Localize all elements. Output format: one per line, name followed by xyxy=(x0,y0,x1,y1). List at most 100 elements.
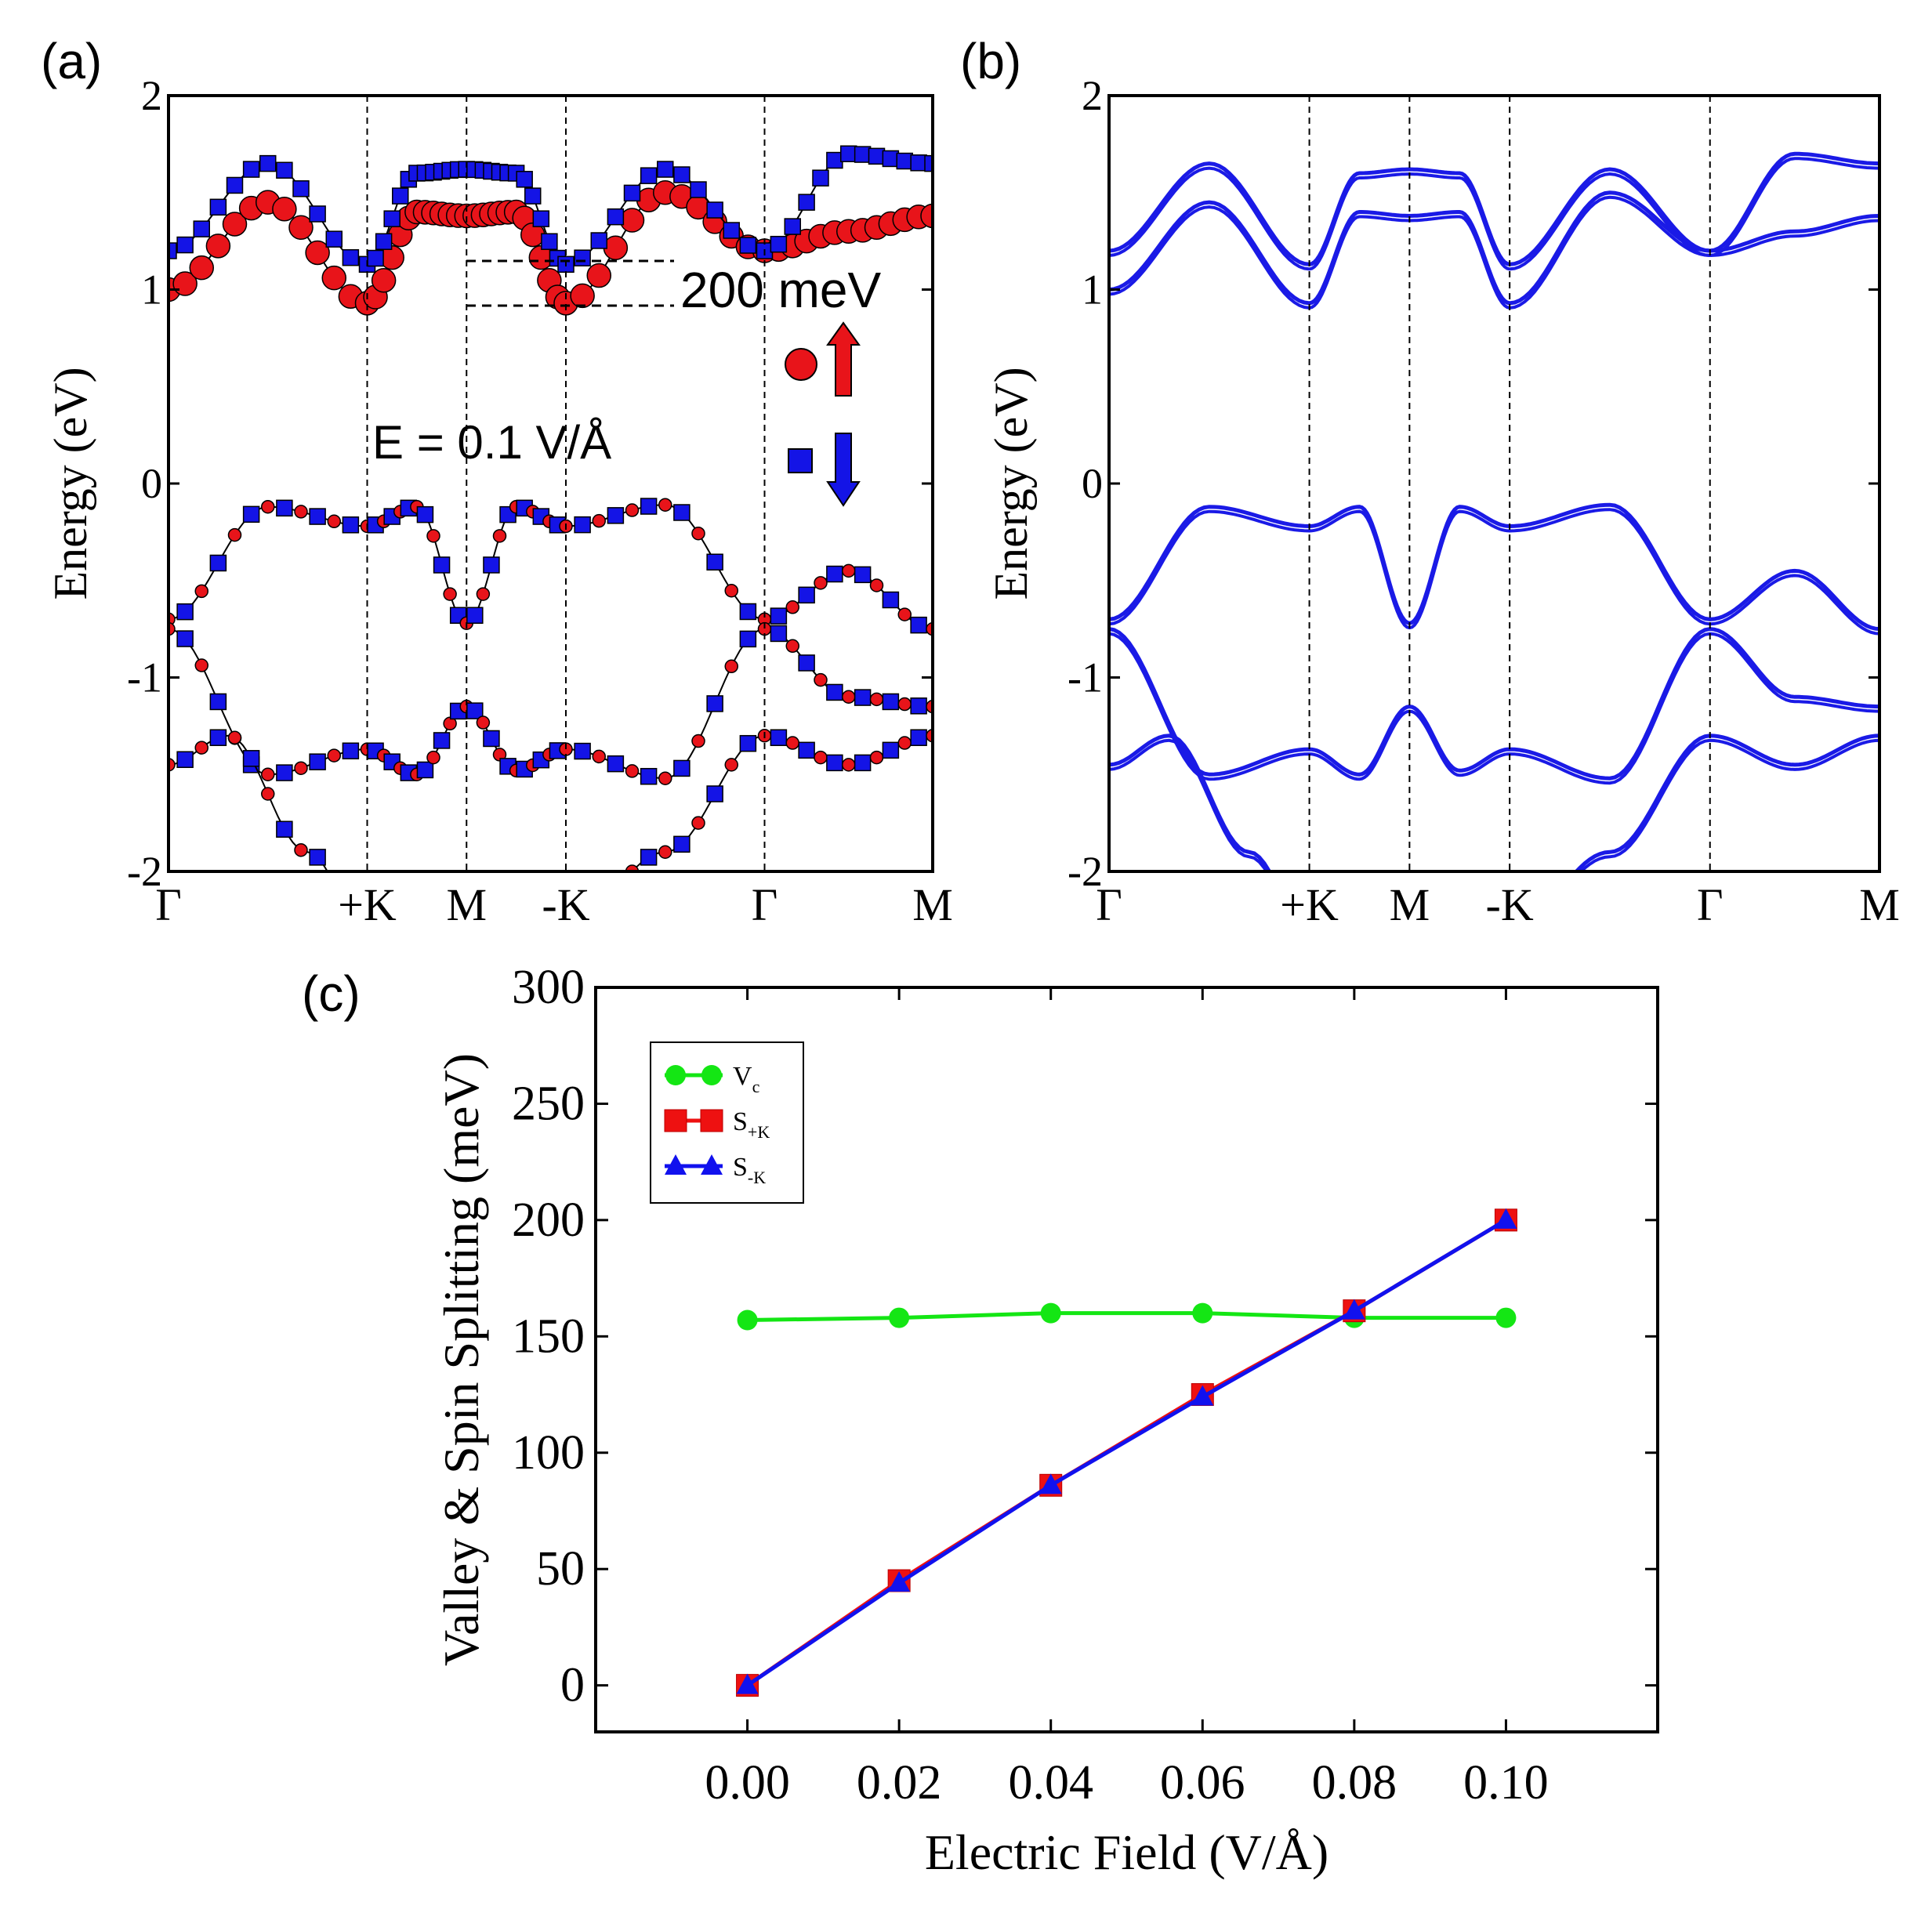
data-point-circle xyxy=(1192,1302,1213,1324)
y-tick-label: 0 xyxy=(141,460,162,507)
spin-up-marker xyxy=(261,767,275,781)
spin-down-marker xyxy=(242,505,260,523)
y-tick-label: 50 xyxy=(536,1542,585,1596)
spin-up-marker xyxy=(842,563,856,578)
spin-up-marker xyxy=(205,234,231,259)
spin-down-marker xyxy=(706,785,723,802)
spin-down-marker xyxy=(342,516,360,534)
spin-up-marker xyxy=(294,842,308,857)
y-tick-label: -1 xyxy=(127,654,162,701)
spin-down-marker xyxy=(706,201,723,219)
spin-up-marker xyxy=(411,923,423,936)
data-point-circle xyxy=(737,1309,758,1331)
spin-down-marker xyxy=(466,607,484,625)
spin-down-marker xyxy=(276,499,293,517)
spin-up-marker xyxy=(261,787,275,801)
spin-down-marker xyxy=(209,554,227,572)
spin-down-marker xyxy=(868,147,886,165)
spin-down-marker xyxy=(640,498,658,515)
spin-down-marker xyxy=(882,150,900,168)
spin-up-marker xyxy=(593,904,605,917)
y-tick-label: 1 xyxy=(141,266,162,313)
data-point-circle xyxy=(1040,1302,1061,1324)
spin-down-marker xyxy=(416,505,434,523)
spin-down-marker xyxy=(325,230,343,248)
spin-down-marker xyxy=(176,630,194,647)
panel-label-a: (a) xyxy=(41,33,102,89)
band-line xyxy=(1109,738,1879,871)
data-point-triangle xyxy=(665,1154,687,1175)
spin-down-marker xyxy=(590,232,607,249)
spin-down-marker xyxy=(309,205,326,223)
spin-down-marker xyxy=(690,181,707,198)
spin-down-marker xyxy=(770,235,788,253)
data-point-triangle xyxy=(736,1673,759,1694)
spin-down-marker xyxy=(826,151,843,169)
spin-up-marker xyxy=(321,265,346,291)
y-tick-label: 0 xyxy=(1082,460,1103,507)
spin-up-marker xyxy=(586,263,611,288)
legend-spin-down-marker xyxy=(788,448,813,473)
spin-down-marker xyxy=(574,516,591,534)
spin-down-marker xyxy=(309,508,326,525)
y-tick-label: 1 xyxy=(1082,266,1103,313)
spin-down-marker xyxy=(176,236,194,254)
spin-down-marker xyxy=(169,242,177,259)
spin-up-marker xyxy=(869,750,884,765)
spin-down-marker xyxy=(309,753,326,770)
spin-up-marker xyxy=(427,923,440,936)
spin-up-marker xyxy=(869,578,884,592)
spin-down-marker xyxy=(770,625,788,643)
spin-down-marker xyxy=(882,741,900,759)
spin-down-marker xyxy=(483,730,500,748)
spin-down-marker xyxy=(812,169,829,187)
spin-up-marker xyxy=(785,639,799,654)
spin-up-marker xyxy=(510,923,523,936)
spin-down-marker xyxy=(910,154,927,172)
spin-down-marker xyxy=(500,922,516,937)
spin-down-marker xyxy=(854,566,872,584)
band-line xyxy=(1109,151,1879,266)
spin-down-marker xyxy=(483,556,500,574)
field-annotation: E = 0.1 V/Å xyxy=(372,416,611,469)
spin-down-marker xyxy=(209,693,227,711)
spin-down-marker xyxy=(882,591,900,609)
spin-up-marker xyxy=(814,576,828,590)
spin-down-marker xyxy=(739,734,757,752)
spin-down-marker xyxy=(798,741,815,759)
y-tick-label: -2 xyxy=(1067,848,1103,895)
spin-up-marker xyxy=(294,761,308,775)
x-tick-label: 0.10 xyxy=(1463,1756,1549,1809)
spin-up-marker xyxy=(426,750,440,765)
spin-up-marker xyxy=(426,529,440,543)
spin-up-marker xyxy=(294,505,308,519)
x-tick-label: 0.02 xyxy=(857,1756,942,1809)
panel-label-b: (b) xyxy=(960,33,1021,89)
y-tick-label: 2 xyxy=(141,72,162,119)
spin-down-marker xyxy=(532,210,550,227)
spin-down-marker xyxy=(607,755,625,773)
spin-up-marker xyxy=(527,923,539,936)
spin-down-marker xyxy=(292,180,310,197)
spin-down-marker xyxy=(176,603,194,621)
spin-down-marker xyxy=(657,161,674,178)
y-tick-label: 0 xyxy=(560,1659,585,1712)
spin-down-marker xyxy=(209,729,227,746)
spin-down-marker xyxy=(706,695,723,712)
series-S-K xyxy=(736,1208,1517,1694)
spin-down-marker xyxy=(854,146,872,163)
spin-down-marker xyxy=(209,198,227,216)
y-tick-label: 150 xyxy=(512,1309,585,1363)
x-tick-label: 0.04 xyxy=(1008,1756,1093,1809)
k-tick-label: M xyxy=(446,879,487,930)
k-tick-label: Γ xyxy=(1697,879,1724,930)
spin-down-marker xyxy=(924,154,933,172)
spin-down-marker xyxy=(673,504,691,521)
spin-up-marker xyxy=(691,734,705,748)
spin-down-marker xyxy=(896,152,913,170)
spin-up-marker xyxy=(272,196,297,222)
spin-down-marker xyxy=(640,167,658,184)
